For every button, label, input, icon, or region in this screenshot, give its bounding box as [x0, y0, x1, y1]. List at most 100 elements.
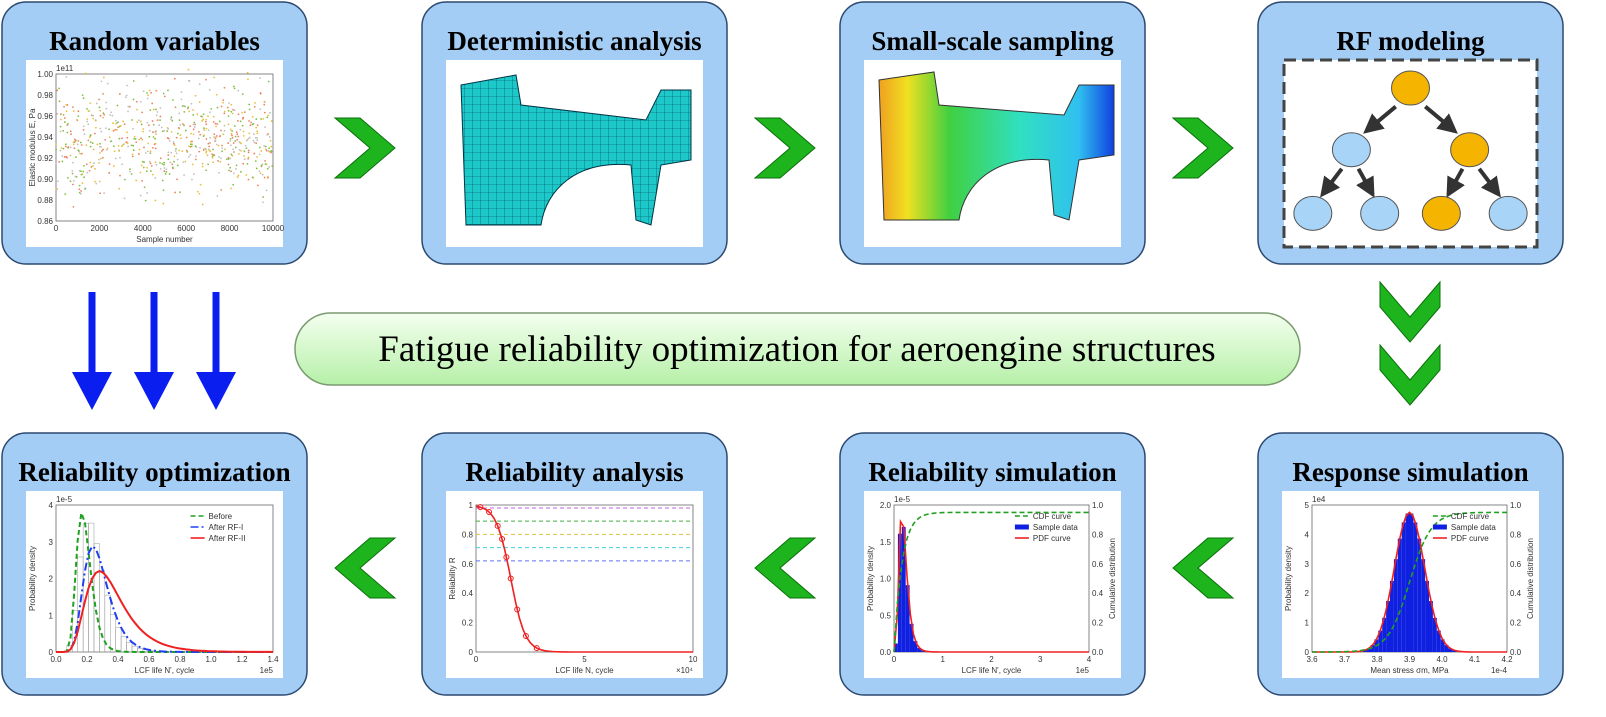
scatter-dot — [239, 141, 242, 144]
scatter-dot — [246, 163, 249, 165]
scatter-dot — [227, 115, 230, 118]
scatter-dot — [260, 118, 262, 120]
plot-curve — [56, 570, 274, 653]
plot-curve — [893, 511, 1089, 653]
legend-label: Sample data — [1033, 523, 1078, 532]
scatter-dot — [243, 150, 246, 153]
scatter-dot — [71, 172, 74, 175]
scatter-dot — [191, 178, 193, 181]
hist-bar — [1448, 648, 1453, 652]
curve-point — [486, 508, 493, 515]
y-tick-label: 1.5 — [880, 538, 892, 547]
scatter-dot — [138, 138, 141, 141]
scatter-dot — [252, 122, 255, 125]
hist-bar — [1405, 513, 1410, 652]
scatter-dot — [218, 135, 221, 138]
scatter-dot — [163, 163, 165, 166]
scatter-dot — [103, 113, 106, 116]
scatter-dot — [105, 107, 108, 110]
hist-bar — [1452, 650, 1457, 652]
scatter-dot — [135, 179, 138, 182]
scatter-dot — [264, 159, 266, 162]
scatter-dot — [123, 143, 125, 145]
scatter-dot — [148, 135, 151, 138]
scatter-dot — [78, 188, 81, 191]
scatter-dot — [216, 123, 219, 125]
x-tick-label: 3.6 — [1306, 655, 1318, 664]
scatter-dot — [192, 123, 195, 126]
scatter-dot — [233, 151, 235, 153]
scatter-dot — [98, 161, 100, 164]
scatter-dot — [155, 89, 158, 92]
scatter-dot — [59, 118, 62, 121]
legend-label: CDF curve — [1033, 512, 1072, 521]
scatter-dot — [248, 120, 250, 122]
scatter-dot — [149, 150, 152, 153]
scatter-dot — [242, 130, 245, 133]
scatter-dot — [118, 93, 121, 95]
scatter-dot — [62, 129, 65, 132]
scatter-dot — [207, 163, 209, 166]
scatter-dot — [181, 123, 184, 125]
scatter-dot — [267, 80, 270, 83]
chevron-arrow — [1379, 280, 1441, 343]
x-tick-label: 2 — [989, 655, 994, 664]
scatter-dot — [96, 143, 99, 146]
scatter-dot — [189, 153, 192, 156]
axis-scale: 1e-5 — [56, 495, 73, 504]
scatter-dot — [260, 150, 263, 152]
scatter-dot — [258, 146, 261, 149]
scatter-dot — [126, 142, 129, 145]
scatter-dot — [242, 162, 245, 165]
scatter-dot — [222, 133, 225, 136]
chevron-arrow — [1171, 117, 1234, 179]
scatter-dot — [265, 149, 268, 152]
scatter-dot — [180, 137, 182, 140]
y-axis-label: Probability density — [866, 546, 875, 611]
mesh-model — [460, 74, 692, 226]
scatter-dot — [260, 164, 263, 167]
y2-tick-label: 0.4 — [1510, 589, 1522, 598]
scatter-dot — [154, 199, 157, 202]
scatter-dot — [230, 103, 233, 106]
scatter-dot — [94, 180, 96, 183]
scatter-dot — [106, 82, 109, 85]
scatter-dot — [237, 89, 240, 92]
scatter-dot — [266, 167, 269, 170]
y-tick-label: 1 — [49, 611, 54, 620]
scatter-dot — [259, 77, 261, 79]
scatter-dot — [55, 143, 57, 146]
scatter-dot — [236, 120, 239, 122]
scatter-dot — [66, 124, 69, 126]
hist-bar — [1421, 559, 1426, 652]
scatter-dot — [61, 155, 64, 157]
scatter-dot — [75, 156, 77, 158]
scatter-dot — [231, 130, 233, 132]
y-tick-label: 4 — [49, 501, 54, 510]
tree-edge — [1423, 105, 1458, 134]
scatter-dot — [126, 131, 128, 134]
y-tick-label: 0.92 — [37, 154, 53, 163]
scatter-dot — [202, 118, 205, 121]
scatter-dot — [228, 102, 230, 104]
scatter-dot — [167, 154, 170, 157]
scatter-dot — [146, 150, 149, 153]
scatter-dot — [218, 120, 221, 123]
x-tick-label: 4.1 — [1469, 655, 1481, 664]
x-tick-label: 0 — [474, 655, 479, 664]
scatter-dot — [248, 103, 251, 106]
scatter-dot — [69, 130, 72, 133]
y2-tick-label: 0.6 — [1092, 560, 1104, 569]
x-tick-label: 0 — [54, 224, 59, 233]
scatter-dot — [154, 137, 157, 140]
scatter-dot — [102, 76, 105, 79]
scatter-dot — [133, 137, 136, 140]
scatter-dot — [65, 103, 68, 106]
scatter-dot — [89, 102, 92, 105]
scatter-dot — [146, 97, 149, 100]
scatter-dot — [229, 144, 232, 147]
x-axis-scale: ×10⁴ — [676, 666, 694, 675]
axis-scale: 1e-5 — [894, 495, 911, 504]
scatter-dot — [155, 133, 158, 136]
scatter-dot — [143, 146, 145, 149]
